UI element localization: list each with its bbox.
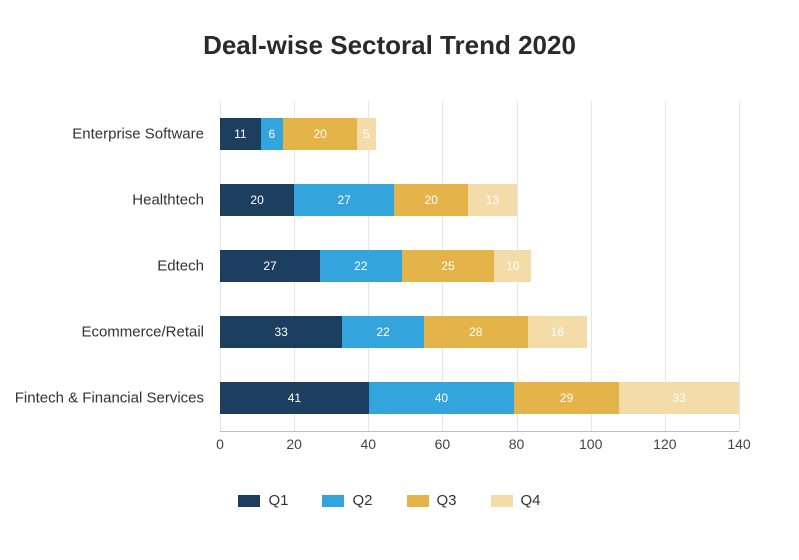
bar-value: 20 — [250, 193, 263, 207]
bar-row: Enterprise Software116205 — [220, 118, 739, 150]
bar-value: 20 — [313, 127, 326, 141]
bar-segment-q1: 20 — [220, 184, 294, 216]
x-tick-label: 60 — [435, 436, 451, 452]
legend-swatch — [322, 495, 344, 507]
gridline — [739, 101, 740, 431]
legend-label: Q3 — [437, 492, 457, 509]
bar-value: 27 — [338, 193, 351, 207]
category-label: Edtech — [157, 258, 220, 275]
bar-segment-q3: 20 — [283, 118, 357, 150]
bar-value: 20 — [425, 193, 438, 207]
bar-segment-q1: 27 — [220, 250, 320, 282]
x-tick-label: 40 — [360, 436, 376, 452]
x-tick-label: 120 — [653, 436, 676, 452]
x-tick-label: 0 — [216, 436, 224, 452]
category-label: Healthtech — [132, 192, 220, 209]
bar-value: 22 — [354, 259, 367, 273]
bar-value: 22 — [376, 325, 389, 339]
bar-value: 33 — [672, 391, 685, 405]
legend-item-q3: Q3 — [407, 492, 457, 509]
legend: Q1 Q2 Q3 Q4 — [20, 492, 759, 509]
bar-value: 29 — [560, 391, 573, 405]
bar-value: 40 — [435, 391, 448, 405]
bar-value: 27 — [263, 259, 276, 273]
legend-swatch — [491, 495, 513, 507]
bar-value: 11 — [234, 127, 246, 141]
category-label: Fintech & Financial Services — [15, 390, 220, 407]
bar-row: Edtech27222510 — [220, 250, 739, 282]
bar-row: Ecommerce/Retail33222816 — [220, 316, 739, 348]
category-label: Enterprise Software — [72, 126, 220, 143]
legend-swatch — [238, 495, 260, 507]
legend-item-q4: Q4 — [491, 492, 541, 509]
x-tick-label: 20 — [286, 436, 302, 452]
bar-row: Fintech & Financial Services41402933 — [220, 382, 739, 414]
bar-value: 10 — [506, 259, 519, 273]
bar-value: 28 — [469, 325, 482, 339]
bar-segment-q4: 13 — [468, 184, 516, 216]
bar-segment-q4: 5 — [357, 118, 376, 150]
bar-value: 16 — [551, 325, 564, 339]
legend-swatch — [407, 495, 429, 507]
bar-segment-q2: 22 — [342, 316, 424, 348]
x-axis: 020406080100120140 — [220, 432, 739, 462]
bar-segment-q3: 25 — [402, 250, 495, 282]
bar-value: 6 — [269, 127, 276, 141]
bar-segment-q4: 33 — [619, 382, 739, 414]
legend-item-q2: Q2 — [322, 492, 372, 509]
bar-segment-q2: 40 — [369, 382, 514, 414]
bar-segment-q2: 22 — [320, 250, 402, 282]
bar-segment-q3: 20 — [394, 184, 468, 216]
bar-segment-q2: 6 — [261, 118, 283, 150]
chart-container: Deal-wise Sectoral Trend 2020 Enterprise… — [0, 0, 799, 560]
bar-value: 25 — [441, 259, 454, 273]
plot-area: Enterprise Software116205Healthtech20272… — [220, 101, 739, 432]
category-label: Ecommerce/Retail — [81, 324, 220, 341]
bar-value: 33 — [274, 325, 287, 339]
bar-segment-q4: 16 — [528, 316, 587, 348]
bar-segment-q3: 28 — [424, 316, 528, 348]
x-tick-label: 80 — [509, 436, 525, 452]
bar-segment-q1: 41 — [220, 382, 369, 414]
x-tick-label: 100 — [579, 436, 602, 452]
bar-segment-q1: 33 — [220, 316, 342, 348]
legend-label: Q1 — [268, 492, 288, 509]
bar-segment-q1: 11 — [220, 118, 261, 150]
bar-row: Healthtech20272013 — [220, 184, 739, 216]
legend-label: Q2 — [352, 492, 372, 509]
bar-value: 5 — [363, 127, 370, 141]
bar-value: 13 — [486, 193, 499, 207]
bar-segment-q4: 10 — [494, 250, 531, 282]
bar-value: 41 — [288, 391, 301, 405]
legend-item-q1: Q1 — [238, 492, 288, 509]
chart-title: Deal-wise Sectoral Trend 2020 — [20, 30, 759, 61]
bar-segment-q3: 29 — [514, 382, 619, 414]
bar-segment-q2: 27 — [294, 184, 394, 216]
x-tick-label: 140 — [727, 436, 750, 452]
legend-label: Q4 — [521, 492, 541, 509]
